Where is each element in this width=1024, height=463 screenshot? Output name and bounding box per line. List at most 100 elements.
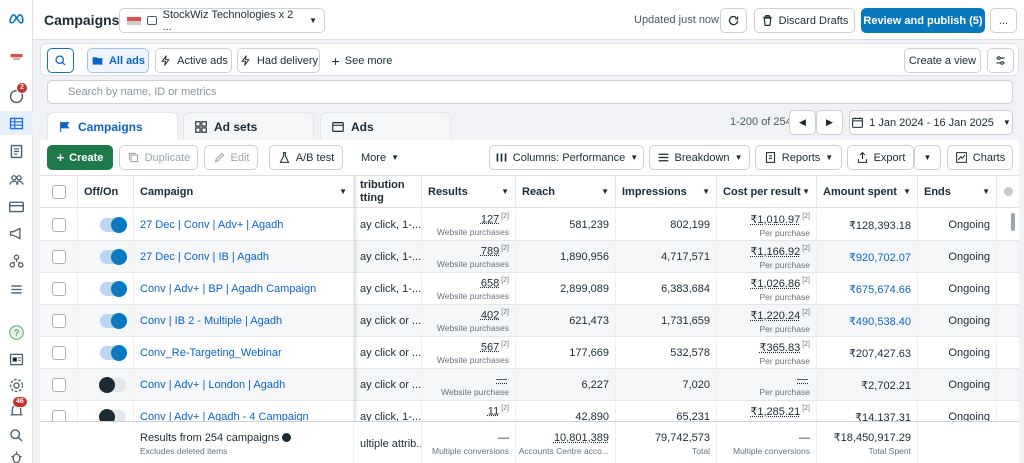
settings-gear-icon[interactable] [0,373,33,397]
export-button[interactable]: Export [847,145,914,170]
meta-logo-icon[interactable] [0,6,33,30]
amount-spent-value[interactable]: ₹675,674.66 [848,283,911,296]
delivery-toggle[interactable] [99,377,126,393]
cost-per-result-value[interactable]: ₹1,026.86 [750,277,801,290]
vertical-scrollbar[interactable] [1009,209,1017,421]
table-row[interactable]: Conv | IB 2 - Multiple | Agadh ay click o… [40,305,1019,337]
column-header-off-on[interactable]: Off/On [78,176,134,208]
billing-card-icon[interactable] [0,194,33,218]
ab-test-button[interactable]: A/B test [269,145,343,170]
delivery-toggle[interactable] [100,249,127,265]
campaign-name-link[interactable]: Conv | Adv+ | Agadh - 4 Campaign [140,411,309,423]
events-manager-icon[interactable] [0,249,33,273]
bug-report-icon[interactable] [0,445,33,463]
campaign-name-link[interactable]: Conv | IB 2 - Multiple | Agadh [140,315,283,327]
more-actions-button[interactable]: More ▼ [350,145,410,170]
results-value[interactable]: 11 [487,405,500,418]
columns-selector[interactable]: Columns: Performance ▼ [489,145,644,170]
see-more-filters-button[interactable]: + See more [327,48,397,73]
column-settings-header[interactable] [997,176,1019,208]
table-row[interactable]: 27 Dec | Conv | Adv+ | Agadh ay click, 1-… [40,209,1019,241]
campaign-name-link[interactable]: 27 Dec | Conv | IB | Agadh [140,251,270,263]
cost-per-result-value[interactable]: ₹1,285.21 [750,405,801,418]
campaign-name-link[interactable]: Conv | Adv+ | London | Agadh [140,379,286,391]
select-all-checkbox[interactable] [51,184,66,199]
amount-spent-value[interactable]: ₹920,702.07 [848,251,911,264]
reports-selector[interactable]: Reports ▼ [755,145,842,170]
search-toggle-button[interactable] [47,48,74,73]
create-button[interactable]: + Create [47,145,113,170]
results-value[interactable]: 658 [480,277,500,290]
all-ads-filter[interactable]: All ads [87,48,149,73]
active-ads-filter[interactable]: Active ads [155,48,232,73]
info-icon[interactable] [282,433,292,443]
tab-ad-sets[interactable]: Ad sets [183,112,314,140]
all-tools-menu-icon[interactable] [0,277,33,301]
news-icon[interactable] [0,347,33,371]
column-header-cost-per-result[interactable]: Cost per result ▼ [717,176,817,208]
row-checkbox[interactable] [51,314,66,328]
amount-spent-value[interactable]: ₹490,538.40 [848,315,911,328]
export-options-button[interactable]: ▼ [914,145,941,170]
column-header-attribution[interactable]: tribution tting [354,176,422,208]
filter-settings-button[interactable] [987,48,1014,73]
review-and-publish-button[interactable]: Review and publish (5) [861,8,985,33]
column-header-impressions[interactable]: Impressions ▼ [616,176,717,208]
results-value[interactable]: 402 [480,309,500,322]
row-checkbox[interactable] [51,378,66,392]
alerts-bell-icon[interactable]: 46 [0,396,33,422]
column-header-campaign[interactable]: Campaign ▼ [134,176,354,208]
row-checkbox[interactable] [51,218,66,232]
had-delivery-filter[interactable]: Had delivery [237,48,320,73]
cost-per-result-value[interactable]: — [797,373,808,386]
cost-per-result-value[interactable]: ₹1,010.97 [750,213,801,226]
table-row[interactable]: Conv | Adv+ | London | Agadh ay click or … [40,369,1019,401]
table-row[interactable]: Conv_Re-Targeting_Webinar ay click or ...… [40,337,1019,369]
notifications-icon[interactable]: 2 [0,82,33,108]
help-icon[interactable]: ? [0,320,33,344]
ads-manager-table-icon[interactable] [0,111,33,135]
breakdown-selector[interactable]: Breakdown ▼ [649,145,750,170]
delivery-toggle[interactable] [100,313,127,329]
delivery-toggle[interactable] [100,281,127,297]
search-input[interactable]: Search by name, ID or metrics [47,80,1013,104]
refresh-button[interactable] [720,8,747,33]
row-checkbox[interactable] [51,346,66,360]
search-icon[interactable] [0,423,33,447]
duplicate-button[interactable]: Duplicate [119,145,198,170]
delivery-toggle[interactable] [100,217,127,233]
row-checkbox[interactable] [51,250,66,264]
campaign-name-link[interactable]: Conv_Re-Targeting_Webinar [140,347,282,359]
results-value[interactable]: — [496,373,507,386]
column-header-reach[interactable]: Reach ▼ [516,176,616,208]
audiences-icon[interactable] [0,167,33,191]
charts-button[interactable]: Charts [947,145,1013,170]
date-range-picker[interactable]: 1 Jan 2024 - 16 Jan 2025 ▼ [849,110,1013,135]
megaphone-icon[interactable] [0,221,33,245]
table-row[interactable]: Conv | Adv+ | Agadh - 4 Campaign ay click… [40,401,1019,433]
next-page-button[interactable]: ▶ [816,110,843,135]
discard-drafts-button[interactable]: Discard Drafts [754,8,855,33]
campaign-name-link[interactable]: 27 Dec | Conv | Adv+ | Agadh [140,219,284,231]
summary-reach[interactable]: 10,801,389 [553,431,609,444]
scrollbar-thumb[interactable] [1011,213,1015,231]
more-options-button[interactable]: ... [990,8,1017,33]
column-header-ends[interactable]: Ends ▼ [918,176,997,208]
account-avatar-icon[interactable] [0,44,33,68]
create-view-button[interactable]: Create a view [904,48,981,73]
cost-per-result-value[interactable]: ₹1,166.92 [750,245,801,258]
previous-page-button[interactable]: ◀ [789,110,816,135]
results-value[interactable]: 789 [480,245,500,258]
cost-per-result-value[interactable]: ₹1,220.24 [750,309,801,322]
row-checkbox[interactable] [51,282,66,296]
delivery-toggle[interactable] [100,345,127,361]
tab-campaigns[interactable]: Campaigns [47,112,178,140]
cost-per-result-value[interactable]: ₹365.83 [759,341,801,354]
pages-icon[interactable] [0,139,33,163]
table-row[interactable]: Conv | Adv+ | BP | Agadh Campaign ay clic… [40,273,1019,305]
results-value[interactable]: 567 [480,341,500,354]
edit-button[interactable]: Edit [204,145,258,170]
column-header-results[interactable]: Results ▼ [422,176,516,208]
results-value[interactable]: 127 [480,213,500,226]
column-header-amount-spent[interactable]: Amount spent ▼ [817,176,918,208]
